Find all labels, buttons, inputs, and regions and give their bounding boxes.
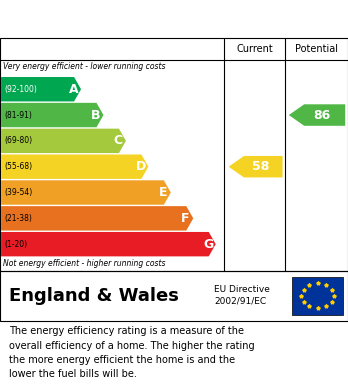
Polygon shape [1,129,126,153]
Text: E: E [159,186,167,199]
Text: Energy Efficiency Rating: Energy Efficiency Rating [60,10,288,28]
Polygon shape [289,104,345,126]
Text: (69-80): (69-80) [5,136,33,145]
Polygon shape [229,156,283,178]
Text: D: D [136,160,146,173]
Text: (55-68): (55-68) [5,162,33,171]
Text: (1-20): (1-20) [5,240,28,249]
Text: Current: Current [237,44,273,54]
Polygon shape [1,180,171,205]
Text: (39-54): (39-54) [5,188,33,197]
Text: F: F [181,212,190,225]
Text: A: A [69,83,78,96]
Polygon shape [1,77,81,101]
Text: 86: 86 [313,109,330,122]
Text: C: C [114,135,123,147]
Text: The energy efficiency rating is a measure of the
overall efficiency of a home. T: The energy efficiency rating is a measur… [9,326,254,379]
Text: 58: 58 [252,160,269,173]
Bar [292,276,343,315]
Text: (21-38): (21-38) [5,214,33,223]
Text: Potential: Potential [295,44,338,54]
Text: (81-91): (81-91) [5,111,33,120]
Text: (92-100): (92-100) [5,85,38,94]
Text: G: G [203,238,213,251]
Text: Not energy efficient - higher running costs: Not energy efficient - higher running co… [3,259,165,268]
Text: B: B [91,109,101,122]
Polygon shape [1,206,193,231]
Polygon shape [1,232,216,256]
Polygon shape [1,103,103,127]
Text: EU Directive
2002/91/EC: EU Directive 2002/91/EC [214,285,270,306]
Text: England & Wales: England & Wales [9,287,179,305]
Polygon shape [1,154,148,179]
Text: Very energy efficient - lower running costs: Very energy efficient - lower running co… [3,63,165,72]
